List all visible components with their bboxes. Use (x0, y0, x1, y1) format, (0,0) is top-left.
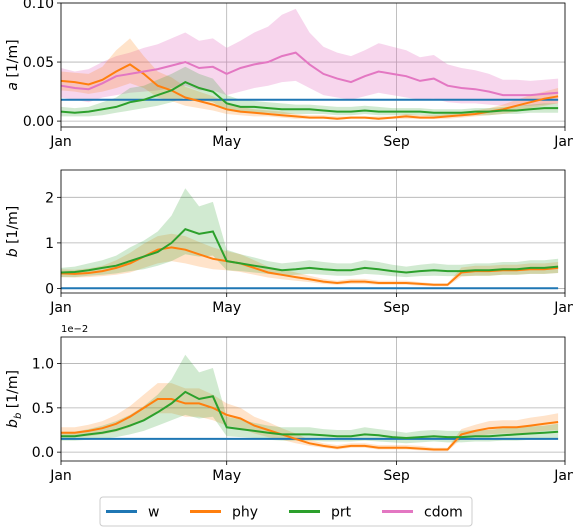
x-tick-label-2: Sep (383, 468, 410, 484)
axes-frame (60, 336, 566, 462)
axes-frame (60, 169, 566, 294)
series-line-phy (60, 63, 559, 120)
y-axis-label: a [1/m] (5, 39, 21, 90)
y-axis-label: bb [1/m] (5, 370, 24, 428)
legend-label-prt: prt (331, 505, 352, 521)
series-line-prt (60, 80, 559, 114)
axes-frame (60, 2, 566, 128)
plot-area (61, 3, 565, 127)
y-tick-label-0: 0 (45, 281, 54, 297)
x-tick-label-1: May (212, 134, 241, 150)
x-tick-label-2: Sep (383, 134, 410, 150)
legend-frame (99, 496, 473, 527)
band-prt (61, 188, 559, 278)
plot-area (61, 337, 565, 461)
series-line-phy (61, 398, 559, 451)
band-phy (61, 383, 559, 452)
y-tick-label-2: 0.10 (23, 0, 54, 12)
x-tick-label-3: Jan (553, 300, 573, 316)
band-prt (61, 354, 559, 444)
x-tick-label-2: Sep (383, 300, 410, 316)
band-phy (61, 233, 559, 287)
legend-label-w: w (148, 505, 159, 521)
x-tick-label-0: Jan (49, 468, 72, 484)
y-axis-label: b [1/m] (5, 206, 21, 258)
x-tick-label-3: Jan (553, 134, 573, 150)
x-tick-label-3: Jan (553, 468, 573, 484)
panel-2: Jan May Sep Jan 0.0 0.5 1.0 bb [1/m] 1e−2 (5, 324, 573, 484)
series-line-prt (61, 390, 559, 440)
y-tick-label-2: 1.0 (32, 357, 54, 373)
series-line-cdom (60, 51, 559, 97)
band-prt (61, 66, 559, 117)
y-tick-label-1: 1 (45, 236, 54, 252)
plot-area (61, 170, 565, 293)
panel-1: Jan May Sep Jan 0 1 2 b [1/m] (5, 169, 573, 316)
legend-label-cdom: cdom (424, 505, 463, 521)
legend: w phy prt cdom (99, 496, 473, 527)
x-tick-label-1: May (212, 468, 241, 484)
panel-0: Jan May Sep Jan 0.00 0.05 0.10 a [1/m] (5, 0, 573, 150)
y-tick-label-0: 0.0 (32, 445, 54, 461)
y-tick-label-1: 0.5 (32, 401, 54, 417)
x-tick-label-0: Jan (49, 134, 72, 150)
series-line-prt (60, 228, 559, 274)
x-tick-label-1: May (212, 300, 241, 316)
y-tick-label-2: 2 (45, 190, 54, 206)
y-tick-label-1: 0.05 (23, 55, 54, 71)
y-tick-label-0: 0.00 (23, 114, 54, 130)
y-offset-label: 1e−2 (61, 324, 88, 335)
x-tick-label-0: Jan (49, 300, 72, 316)
legend-label-phy: phy (232, 505, 258, 521)
